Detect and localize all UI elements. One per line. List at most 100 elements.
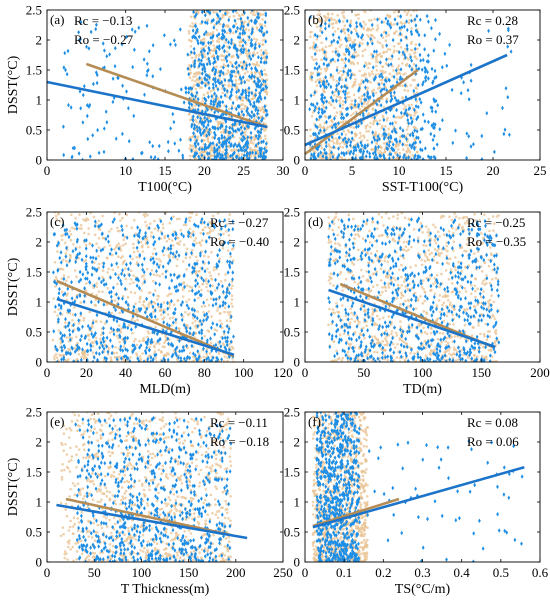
point-c: [117, 327, 121, 333]
point-c: [346, 106, 350, 111]
point-c: [397, 50, 401, 55]
point-c: [59, 336, 63, 341]
point-c: [313, 32, 317, 38]
point-o: [247, 38, 250, 42]
point-c: [78, 37, 81, 43]
point-c: [126, 335, 130, 341]
fit-line-c: [46, 80, 268, 129]
point-o: [261, 107, 265, 110]
point-c: [343, 95, 347, 101]
point-o: [397, 64, 401, 67]
point-c: [263, 20, 267, 25]
point-o: [199, 39, 203, 42]
point-o: [223, 355, 227, 358]
point-o: [340, 156, 343, 159]
point-c: [204, 20, 207, 25]
point-o: [388, 48, 392, 51]
point-o: [90, 341, 94, 344]
point-o: [133, 319, 137, 323]
point-c: [493, 149, 496, 155]
point-o: [53, 355, 56, 358]
point-c: [219, 69, 223, 74]
point-c: [215, 33, 219, 38]
point-c: [371, 130, 375, 135]
point-o: [372, 122, 375, 126]
point-o: [215, 28, 219, 32]
point-c: [112, 95, 116, 101]
point-c: [256, 136, 260, 141]
point-o: [146, 330, 150, 333]
point-c: [144, 348, 147, 354]
point-c: [231, 277, 234, 282]
point-o: [375, 53, 379, 57]
point-c: [250, 109, 254, 115]
point-c: [373, 155, 376, 160]
point-c: [145, 23, 149, 28]
point-c: [242, 24, 245, 29]
point-o: [231, 347, 235, 350]
point-o: [90, 330, 93, 333]
point-c: [79, 311, 83, 316]
point-c: [234, 46, 238, 51]
point-c: [231, 227, 235, 232]
point-o: [152, 310, 155, 314]
point-o: [115, 245, 118, 249]
point-c: [55, 359, 59, 362]
point-o: [210, 55, 214, 58]
point-c: [206, 151, 209, 156]
point-o: [233, 148, 236, 151]
point-c: [205, 77, 209, 83]
point-c: [415, 129, 419, 134]
point-c: [117, 275, 120, 281]
point-c: [124, 347, 127, 352]
point-o: [228, 107, 231, 111]
point-o: [241, 103, 244, 106]
point-c: [103, 65, 106, 70]
point-o: [134, 337, 137, 341]
point-c: [154, 251, 158, 257]
point-c: [192, 33, 196, 39]
point-c: [315, 101, 319, 106]
point-o: [342, 29, 345, 33]
point-c: [419, 58, 423, 63]
point-c: [257, 130, 261, 135]
point-c: [139, 343, 143, 348]
point-o: [199, 22, 202, 26]
point-c: [112, 327, 116, 333]
point-c: [155, 262, 159, 267]
point-c: [352, 54, 356, 60]
point-o: [406, 147, 410, 150]
point-o: [162, 253, 166, 257]
point-c: [379, 103, 383, 108]
point-c: [419, 147, 422, 152]
point-c: [244, 88, 247, 93]
point-o: [158, 258, 161, 261]
point-c: [411, 131, 415, 136]
point-o: [351, 83, 355, 87]
point-c: [127, 139, 131, 144]
point-o: [225, 95, 229, 99]
point-c: [257, 55, 260, 60]
point-o: [225, 319, 229, 323]
point-o: [87, 227, 90, 230]
point-c: [316, 153, 320, 158]
point-c: [261, 154, 265, 160]
point-o: [70, 336, 74, 340]
point-o: [218, 22, 222, 26]
point-o: [348, 36, 352, 40]
point-o: [320, 146, 324, 150]
point-c: [415, 116, 418, 122]
point-c: [221, 242, 225, 248]
point-c: [220, 155, 224, 160]
point-o: [199, 231, 203, 235]
point-o: [184, 310, 187, 314]
point-c: [108, 251, 112, 256]
point-c: [229, 78, 233, 83]
point-c: [223, 224, 227, 229]
point-c: [179, 302, 183, 308]
point-o: [265, 73, 268, 77]
point-o: [192, 75, 195, 78]
point-c: [363, 143, 367, 148]
y-tick-label: 2.5: [26, 205, 42, 220]
point-c: [344, 56, 348, 62]
